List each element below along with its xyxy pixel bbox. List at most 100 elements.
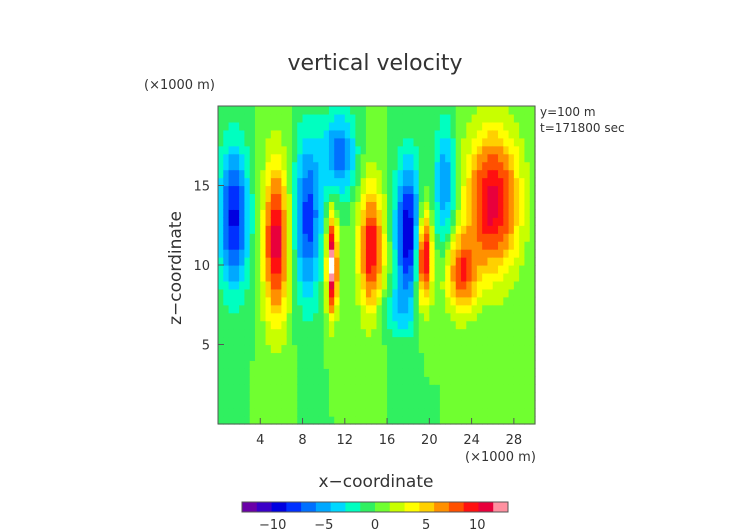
heatmap-cell (455, 368, 462, 377)
heatmap-cell (291, 129, 298, 139)
heatmap-cell (218, 360, 224, 369)
heatmap-cell (387, 352, 393, 361)
heatmap-cell (318, 185, 325, 195)
heatmap-cell (223, 368, 230, 377)
heatmap-cell (339, 304, 346, 314)
heatmap-cell (281, 201, 288, 210)
heatmap-cell (218, 265, 224, 274)
heatmap-cell (492, 161, 499, 171)
heatmap-cell (339, 113, 346, 123)
heatmap-cell (313, 400, 319, 409)
heatmap-cell (529, 249, 536, 258)
heatmap-cell (302, 241, 309, 250)
heatmap-cell (328, 265, 335, 274)
heatmap-cell (471, 193, 478, 202)
heatmap-cell (418, 376, 425, 385)
heatmap-cell (249, 113, 256, 123)
heatmap-cell (424, 416, 430, 425)
heatmap-cell (450, 320, 457, 330)
heatmap-cell (223, 193, 230, 202)
heatmap-cell (466, 400, 473, 409)
heatmap-cell (239, 392, 246, 401)
heatmap-cell (492, 137, 499, 147)
heatmap-cell (270, 225, 277, 234)
heatmap-cell (260, 137, 267, 147)
heatmap-cell (254, 344, 261, 354)
heatmap-cell (355, 121, 362, 131)
heatmap-cell (508, 129, 515, 139)
heatmap-cell (482, 153, 489, 163)
heatmap-cell (418, 113, 425, 123)
heatmap-cell (281, 336, 288, 346)
heatmap-cell (392, 177, 399, 187)
heatmap-cell (307, 416, 314, 425)
heatmap-cell (318, 304, 325, 314)
heatmap-cell (503, 241, 510, 250)
heatmap-cell (328, 185, 335, 195)
heatmap-cell (387, 280, 393, 290)
heatmap-cell (244, 169, 251, 179)
heatmap-cell (408, 265, 415, 274)
heatmap-cell (355, 209, 362, 218)
heatmap-cell (339, 360, 346, 369)
colorbar-swatch (242, 502, 258, 512)
heatmap-cell (439, 344, 446, 354)
heatmap-cell (387, 137, 393, 147)
heatmap-cell (424, 225, 430, 234)
heatmap-cell (239, 320, 246, 330)
heatmap-cell (498, 280, 504, 290)
heatmap-cell (344, 249, 351, 258)
heatmap-cell (434, 360, 441, 369)
heatmap-cell (508, 241, 515, 250)
heatmap-cell (376, 241, 383, 250)
heatmap-cell (360, 113, 367, 123)
heatmap-cell (270, 249, 277, 258)
heatmap-cell (392, 233, 399, 242)
heatmap-cell (461, 368, 467, 377)
heatmap-cell (402, 344, 409, 354)
heatmap-cell (350, 169, 356, 179)
heatmap-cell (254, 217, 261, 226)
heatmap-cell (249, 201, 256, 210)
heatmap-cell (328, 272, 335, 282)
heatmap-cell (276, 392, 282, 401)
heatmap-cell (402, 392, 409, 401)
heatmap-cell (413, 137, 420, 147)
heatmap-cell (223, 280, 230, 290)
heatmap-cell (276, 288, 282, 298)
heatmap-cell (371, 344, 378, 354)
heatmap-cell (360, 177, 367, 187)
heatmap-cell (313, 368, 319, 377)
heatmap-cell (434, 336, 441, 346)
heatmap-cell (260, 384, 267, 393)
heatmap-cell (239, 177, 246, 187)
heatmap-cell (249, 161, 256, 171)
heatmap-cell (323, 400, 330, 409)
heatmap-cell (286, 233, 293, 242)
heatmap-cell (397, 320, 404, 330)
heatmap-cell (434, 201, 441, 210)
heatmap-cell (376, 137, 383, 147)
heatmap-cell (513, 249, 520, 258)
heatmap-cell (239, 241, 246, 250)
heatmap-cell (429, 376, 436, 385)
heatmap-cell (424, 201, 430, 210)
heatmap-cell (291, 145, 298, 155)
heatmap-cell (276, 145, 282, 155)
colorbar-swatch (434, 502, 450, 512)
heatmap-cell (397, 106, 404, 115)
heatmap-cell (508, 225, 515, 234)
heatmap-cell (244, 272, 251, 282)
heatmap-cell (286, 177, 293, 187)
heatmap-cell (260, 193, 267, 202)
heatmap-cell (249, 416, 256, 425)
heatmap-cell (498, 408, 504, 417)
heatmap-cell (307, 249, 314, 258)
heatmap-cell (466, 241, 473, 250)
heatmap-cell (503, 201, 510, 210)
heatmap-cell (260, 145, 267, 155)
heatmap-cell (355, 352, 362, 361)
heatmap-cell (519, 241, 526, 250)
heatmap-cell (228, 408, 235, 417)
heatmap-cell (360, 416, 367, 425)
